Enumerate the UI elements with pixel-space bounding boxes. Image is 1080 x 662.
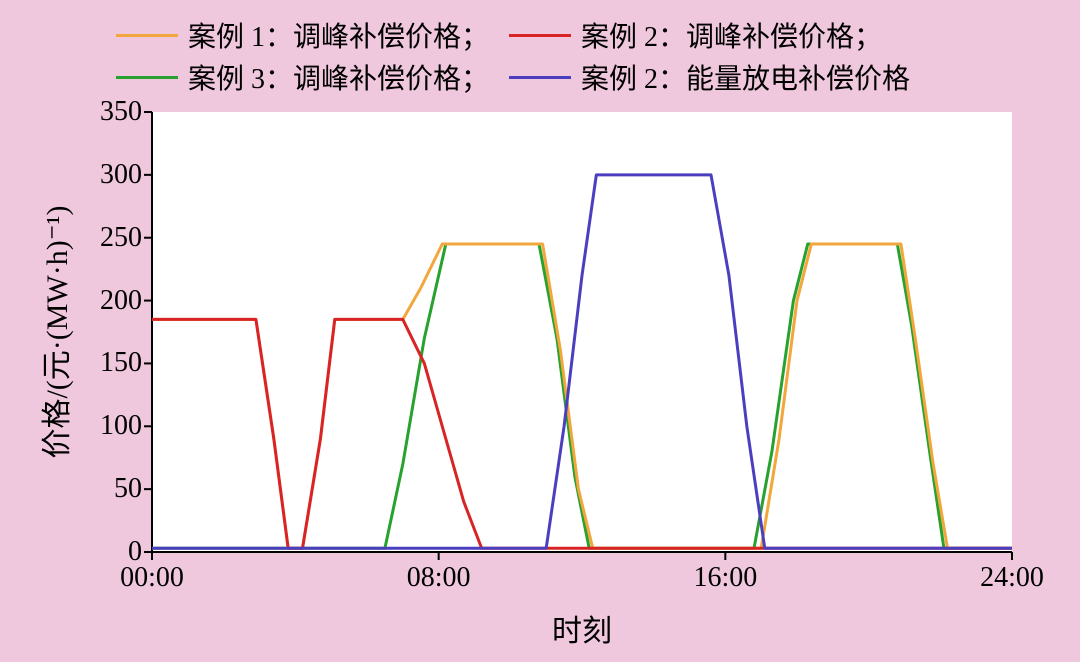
legend: 案例 1：调峰补偿价格； 案例 2：调峰补偿价格； 案例 3：调峰补偿价格； 案… xyxy=(116,14,986,98)
legend-label: 案例 1：调峰补偿价格； xyxy=(188,15,489,55)
legend-label: 案例 2：调峰补偿价格； xyxy=(581,15,882,55)
plot-svg xyxy=(152,112,1012,552)
x-tick-label: 16:00 xyxy=(693,552,757,594)
y-tick-label: 350 xyxy=(100,96,152,128)
chart-page: 案例 1：调峰补偿价格； 案例 2：调峰补偿价格； 案例 3：调峰补偿价格； 案… xyxy=(0,0,1080,662)
legend-row: 案例 3：调峰补偿价格； 案例 2：能量放电补偿价格 xyxy=(116,56,986,98)
legend-label: 案例 2：能量放电补偿价格 xyxy=(581,57,910,97)
x-tick-label: 08:00 xyxy=(407,552,471,594)
legend-swatch xyxy=(116,34,178,37)
y-tick-label: 50 xyxy=(114,473,152,505)
y-tick-label: 300 xyxy=(100,159,152,191)
legend-swatch xyxy=(509,34,571,37)
x-tick-label: 00:00 xyxy=(120,552,184,594)
y-tick-label: 100 xyxy=(100,410,152,442)
legend-swatch xyxy=(509,76,571,79)
y-tick-label: 150 xyxy=(100,347,152,379)
legend-item-case2-discharge: 案例 2：能量放电补偿价格 xyxy=(509,57,910,97)
legend-row: 案例 1：调峰补偿价格； 案例 2：调峰补偿价格； xyxy=(116,14,986,56)
plot-area: 050100150200250300350 00:0008:0016:0024:… xyxy=(152,112,1012,552)
x-tick-label: 24:00 xyxy=(980,552,1044,594)
y-tick-label: 200 xyxy=(100,285,152,317)
x-axis-label: 时刻 xyxy=(552,606,612,650)
legend-item-case3-peak: 案例 3：调峰补偿价格； xyxy=(116,57,489,97)
legend-swatch xyxy=(116,76,178,79)
legend-label: 案例 3：调峰补偿价格； xyxy=(188,57,489,97)
y-tick-label: 250 xyxy=(100,222,152,254)
legend-item-case1-peak: 案例 1：调峰补偿价格； xyxy=(116,15,489,55)
legend-item-case2-peak: 案例 2：调峰补偿价格； xyxy=(509,15,882,55)
y-axis-label: 价格/(元·(MW·h)⁻¹) xyxy=(32,205,76,458)
